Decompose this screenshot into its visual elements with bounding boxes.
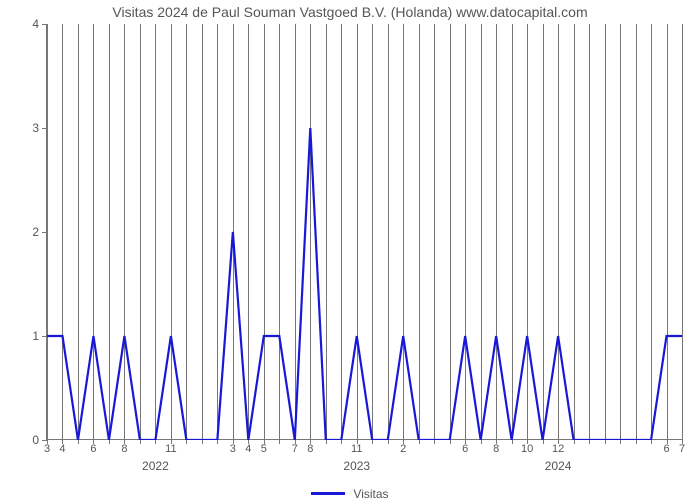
x-tick-label: 11	[351, 443, 362, 455]
chart-container: Visitas 2024 de Paul Souman Vastgoed B.V…	[0, 0, 700, 500]
y-tick-label: 2	[32, 225, 39, 239]
x-tick-label: 8	[493, 443, 499, 455]
x-group-label: 2024	[545, 459, 572, 473]
series-svg	[47, 24, 683, 440]
y-tick-label: 4	[32, 17, 39, 31]
x-tick-label: 6	[663, 443, 669, 455]
x-tick-label: 3	[44, 443, 50, 455]
x-tick-label: 6	[462, 443, 468, 455]
x-tick-label: 6	[90, 443, 96, 455]
legend-label: Visitas	[353, 487, 388, 501]
legend: Visitas	[0, 486, 700, 501]
x-tick-label: 4	[59, 443, 65, 455]
x-group-label: 2022	[142, 459, 169, 473]
x-tick-label: 7	[679, 443, 685, 455]
x-tick-label: 7	[292, 443, 298, 455]
series-line	[47, 128, 682, 440]
x-tick-label: 2	[400, 443, 406, 455]
x-group-label: 2023	[343, 459, 370, 473]
x-tick-label: 10	[521, 443, 533, 455]
x-tick-label: 3	[230, 443, 236, 455]
y-tick-label: 1	[32, 329, 39, 343]
chart-title: Visitas 2024 de Paul Souman Vastgoed B.V…	[0, 4, 700, 20]
x-tick-label: 8	[307, 443, 313, 455]
x-tick-label: 12	[552, 443, 564, 455]
y-tick-label: 0	[32, 433, 39, 447]
plot-area: 012343468113457811268101267202220232024	[46, 24, 682, 440]
legend-swatch	[311, 492, 345, 495]
x-tick-label: 8	[121, 443, 127, 455]
x-tick-label: 4	[245, 443, 251, 455]
x-tick-label: 11	[165, 443, 176, 455]
x-tick-label: 5	[261, 443, 267, 455]
y-tick-label: 3	[32, 121, 39, 135]
